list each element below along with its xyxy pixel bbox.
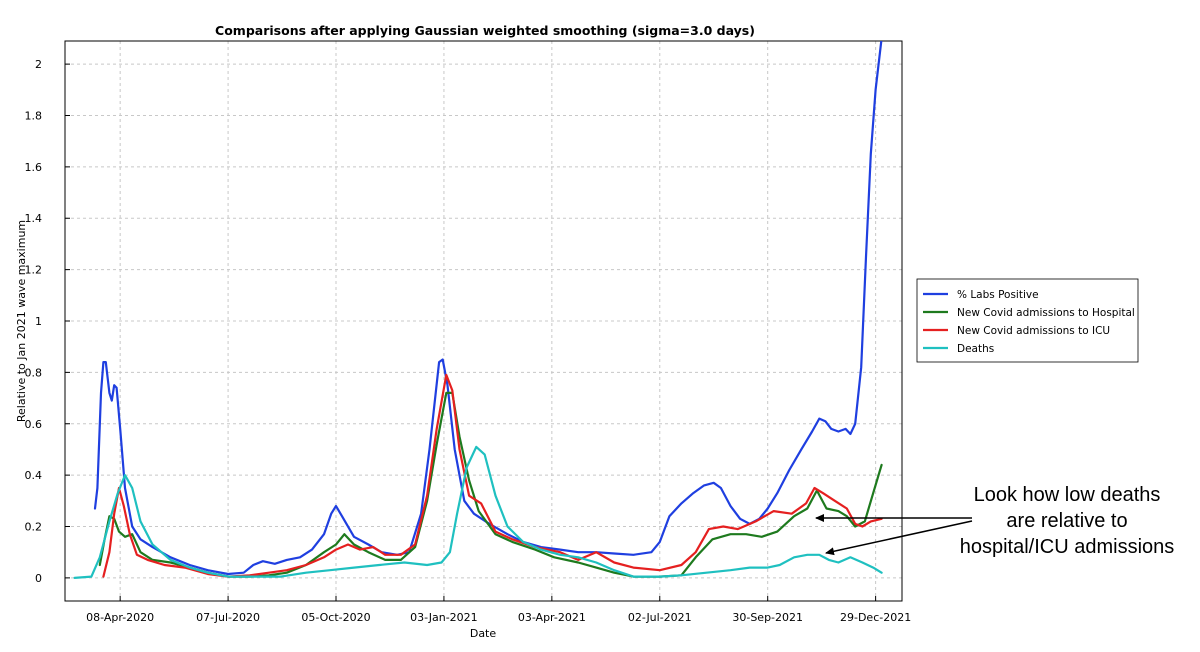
x-tick-label: 03-Apr-2021 — [518, 611, 586, 624]
legend-label-labs-positive: % Labs Positive — [957, 289, 1039, 301]
x-tick-label: 07-Jul-2020 — [196, 611, 260, 624]
series-line-new-covid-admissions-to-hospital — [98, 391, 883, 578]
y-tick-label: 2 — [35, 58, 42, 71]
x-tick-label: 03-Jan-2021 — [410, 611, 478, 624]
x-tick-label: 29-Dec-2021 — [840, 611, 911, 624]
annotation-line-2: are relative to — [1006, 510, 1127, 532]
y-tick-label: 0 — [35, 572, 42, 585]
x-axis-label: Date — [470, 627, 497, 640]
y-tick-label: 1.4 — [25, 212, 43, 225]
y-tick-label: 1.8 — [25, 109, 43, 122]
legend-box — [916, 278, 1139, 363]
annotation-arrow-lower — [825, 520, 973, 556]
series-line-labs-positive — [93, 41, 883, 576]
y-tick-label: 0.6 — [25, 418, 43, 431]
annotation: Look how low deaths are relative to hosp… — [815, 484, 1175, 558]
legend-label-deaths: Deaths — [957, 343, 994, 355]
x-axis: 08-Apr-2020 07-Jul-2020 05-Oct-2020 03-Jan-… — [86, 596, 911, 624]
x-tick-label: 08-Apr-2020 — [86, 611, 154, 624]
x-tick-label: 02-Jul-2021 — [628, 611, 692, 624]
x-tick-label: 05-Oct-2020 — [301, 611, 370, 624]
x-tick-label: 30-Sep-2021 — [732, 611, 803, 624]
y-tick-label: 0.2 — [25, 521, 43, 534]
series-line-deaths — [73, 445, 883, 580]
legend-label-new-covid-admissions-to-hospital: New Covid admissions to Hospital — [957, 307, 1135, 319]
y-tick-label: 0.4 — [25, 469, 43, 482]
series-line-new-covid-admissions-to-icu — [102, 373, 883, 578]
y-tick-label: 1.2 — [25, 264, 43, 277]
series-layer — [73, 41, 883, 580]
annotation-line-1: Look how low deaths — [974, 484, 1161, 506]
legend-label-new-covid-admissions-to-icu: New Covid admissions to ICU — [957, 325, 1110, 337]
annotation-line-3: hospital/ICU admissions — [960, 536, 1175, 558]
y-tick-label: 0.8 — [25, 366, 43, 379]
y-tick-label: 1.6 — [25, 161, 43, 174]
grid — [65, 41, 902, 601]
y-axis-label: Relative to Jan 2021 wave maximum — [15, 220, 28, 422]
chart-title: Comparisons after applying Gaussian weig… — [215, 23, 755, 38]
y-tick-label: 1 — [35, 315, 42, 328]
legend: % Labs Positive New Covid admissions to H… — [916, 278, 1139, 363]
y-axis: 0 0.2 0.4 0.6 0.8 1 1.2 1.4 1.6 1.8 2 — [25, 58, 70, 585]
